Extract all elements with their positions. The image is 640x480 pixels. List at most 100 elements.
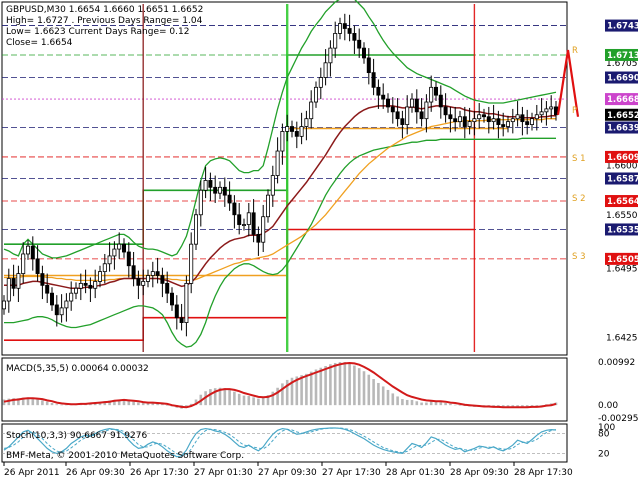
macd-bar	[228, 389, 231, 406]
macd-title: MACD(5,35,5) 0.00064 0.00032	[6, 364, 149, 374]
macd-bar	[377, 382, 380, 406]
candle-body	[299, 126, 304, 137]
candle-body	[477, 114, 482, 120]
macd-bar	[218, 387, 222, 406]
candle-body	[275, 150, 280, 176]
macd-bar	[50, 402, 54, 406]
macd-bar	[525, 405, 529, 408]
macd-bar	[261, 397, 265, 406]
candle-body	[98, 271, 103, 282]
price-label-text: 1.6535	[607, 225, 640, 235]
macd-bar	[127, 400, 131, 406]
macd-bar	[213, 388, 217, 406]
candle-body	[520, 114, 525, 123]
macd-bar	[237, 393, 241, 406]
candle-body	[534, 114, 539, 120]
candle-body	[251, 212, 256, 235]
candle-body	[376, 86, 381, 96]
forecast-path	[556, 49, 580, 117]
candle-body	[448, 114, 453, 120]
macd-bar	[290, 377, 294, 406]
candle-body	[203, 180, 208, 191]
symbol-line: GBPUSD,M30 1.6654 1.6660 1.6651 1.6652	[6, 5, 203, 15]
price-label-text: 1.6587	[607, 174, 640, 184]
candle-body	[174, 304, 179, 319]
candle-body	[117, 243, 122, 250]
stoch-signal-line	[3, 427, 557, 457]
macd-bar	[266, 395, 270, 406]
candle-body	[304, 118, 309, 127]
price-label-box	[605, 19, 638, 32]
macd-bar	[247, 396, 251, 406]
macd-bar	[252, 397, 255, 406]
macd-bar	[137, 402, 140, 406]
candle-body	[285, 126, 290, 132]
macd-bar	[108, 400, 111, 406]
candle-body	[318, 77, 323, 88]
candle-body	[280, 131, 285, 152]
candle-body	[337, 23, 342, 34]
candle-body	[270, 175, 275, 196]
candle-body	[141, 281, 146, 286]
price-tick-label: 1.6705	[606, 59, 638, 69]
macd-bar	[362, 371, 366, 406]
candle-body	[25, 245, 30, 255]
candle-body	[169, 292, 174, 306]
candle-body	[102, 263, 107, 273]
candle-body	[361, 47, 366, 59]
candle-body	[539, 111, 544, 116]
candle-body	[333, 33, 338, 49]
macd-tick-label: 0.00992	[598, 358, 635, 368]
macd-bar	[386, 389, 390, 406]
candle-body	[2, 300, 7, 310]
candle-body	[88, 284, 93, 289]
candle-body	[491, 118, 496, 123]
time-tick-label: 26 Apr 17:30	[130, 468, 189, 478]
candle-body	[198, 189, 203, 216]
candle-body	[11, 278, 16, 289]
macd-bar	[333, 362, 337, 406]
candle-body	[443, 106, 448, 116]
candle-body	[112, 248, 117, 257]
candle-body	[145, 275, 150, 282]
price-tick-label: 1.6600	[606, 162, 638, 172]
price-label-text: 1.6609	[607, 153, 640, 163]
macd-bar	[521, 405, 524, 408]
macd-bar	[146, 402, 150, 406]
price-label-text: 1.6652	[607, 111, 640, 121]
macd-bar	[141, 402, 145, 406]
candle-body	[429, 86, 434, 103]
time-tick-label: 27 Apr 17:30	[322, 468, 381, 478]
level-step-daily-support	[4, 228, 475, 341]
candle-body	[549, 106, 554, 110]
stoch-tick-label: 100	[598, 423, 615, 433]
macd-bar	[242, 395, 246, 406]
candle-body	[217, 186, 222, 194]
macd-bar	[257, 398, 260, 406]
macd-bar	[314, 369, 318, 406]
candle-body	[30, 245, 35, 260]
macd-bar	[7, 398, 11, 406]
price-label-box	[605, 121, 638, 134]
candle-body	[222, 186, 227, 196]
price-label-box	[605, 150, 638, 163]
candle-body	[265, 194, 270, 218]
pivot-label: S 3	[572, 252, 586, 262]
macd-bar	[511, 405, 515, 408]
candle-body	[309, 101, 314, 120]
candle-body	[45, 284, 50, 294]
macd-bar	[348, 363, 351, 406]
candle-body	[289, 126, 294, 132]
info-line-close: Close= 1.6654	[6, 38, 73, 48]
pivot-label: S 2	[572, 194, 586, 204]
candle-body	[395, 111, 400, 120]
macd-bar	[65, 404, 68, 406]
candle-body	[54, 304, 59, 316]
price-label-text: 1.6668	[607, 95, 640, 105]
pivot-label: R	[572, 46, 578, 56]
macd-bar	[103, 401, 107, 406]
candle-body	[126, 251, 131, 267]
price-label-box	[605, 93, 638, 106]
macd-bar	[55, 404, 59, 406]
